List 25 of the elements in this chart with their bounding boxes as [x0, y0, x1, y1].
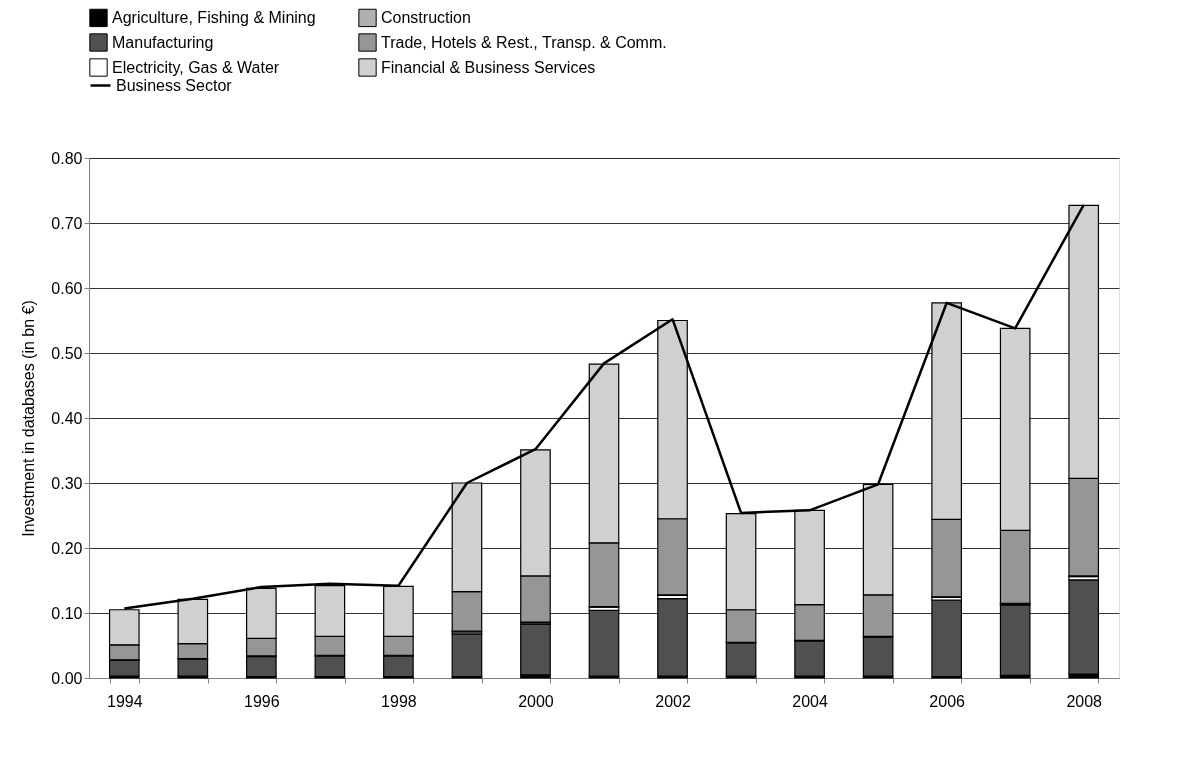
- y-tick-label: 0.20: [51, 539, 83, 557]
- x-tick-label: 2006: [929, 692, 966, 710]
- x-tick-label: 1998: [381, 692, 417, 710]
- legend-label: Business Sector: [116, 76, 233, 94]
- y-tick-label: 0.50: [51, 344, 83, 362]
- legend-label: Construction: [381, 8, 471, 26]
- legend-label: Manufacturing: [112, 33, 214, 51]
- x-tick-label: 2004: [792, 692, 828, 710]
- y-tick-label: 0.30: [51, 474, 83, 492]
- y-tick-label: 0.80: [51, 149, 83, 167]
- x-tick-label: 1994: [107, 692, 143, 710]
- legend-label: Trade, Hotels & Rest., Transp. & Comm.: [381, 33, 667, 51]
- y-tick-label: 0.00: [51, 669, 83, 687]
- x-tick-label: 2002: [655, 692, 691, 710]
- legend-label: Agriculture, Fishing & Mining: [112, 8, 316, 26]
- legend-label: Electricity, Gas & Water: [112, 58, 280, 76]
- y-tick-label: 0.10: [51, 604, 83, 622]
- legend-label: Financial & Business Services: [381, 58, 596, 76]
- y-tick-label: 0.40: [51, 409, 83, 427]
- x-tick-label: 1996: [244, 692, 280, 710]
- y-axis-title: Investment in databases (in bn €): [20, 300, 38, 537]
- y-tick-label: 0.70: [51, 214, 83, 232]
- x-tick-label: 2000: [518, 692, 554, 710]
- y-tick-label: 0.60: [51, 279, 83, 297]
- x-tick-label: 2008: [1066, 692, 1103, 710]
